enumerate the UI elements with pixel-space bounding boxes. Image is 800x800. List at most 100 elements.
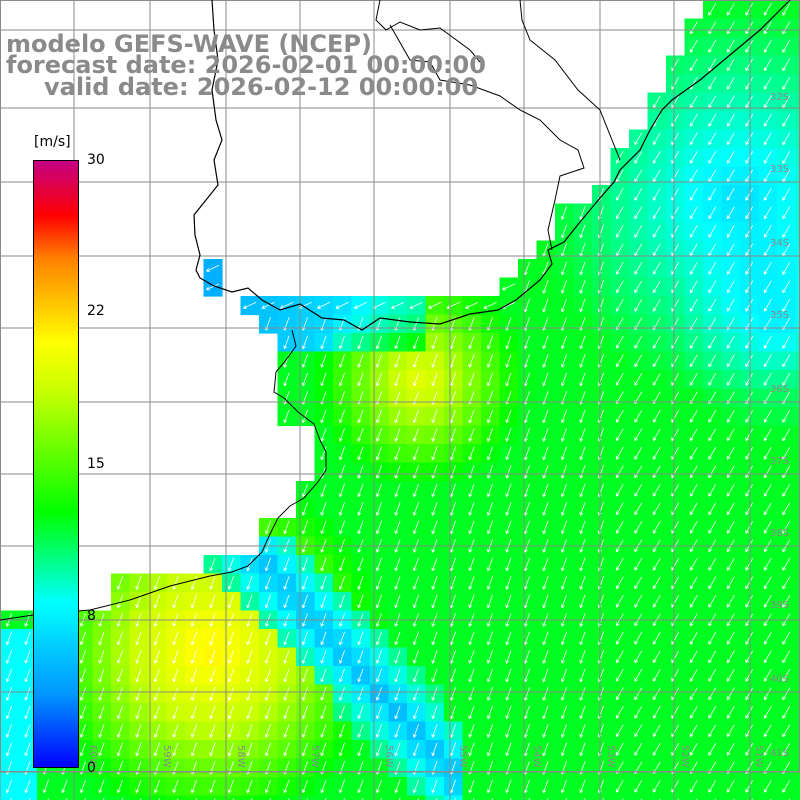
wind-cell xyxy=(758,795,778,800)
wind-arrow xyxy=(246,650,253,664)
wind-arrow xyxy=(726,280,735,294)
wind-arrow xyxy=(412,354,419,368)
wind-arrow xyxy=(560,668,567,683)
wind-cell xyxy=(92,795,112,800)
wind-arrow xyxy=(634,465,643,479)
wind-arrow xyxy=(153,668,160,683)
wind-arrow xyxy=(209,668,216,683)
wind-arrow xyxy=(652,354,661,368)
wind-arrow xyxy=(42,779,49,794)
wind-arrow xyxy=(579,409,586,424)
wind-arrow xyxy=(763,113,772,127)
wind-arrow xyxy=(412,668,419,683)
wind-arrow xyxy=(652,724,661,738)
wind-arrow xyxy=(745,483,754,497)
wind-arrow xyxy=(634,280,643,294)
wind-arrow xyxy=(689,409,698,423)
wind-arrow xyxy=(634,206,643,220)
wind-arrow xyxy=(560,742,567,757)
wind-arrow xyxy=(283,557,290,572)
wind-arrow xyxy=(560,465,567,479)
wind-arrow xyxy=(394,576,401,590)
colorbar-unit: [m/s] xyxy=(34,134,71,150)
wind-arrow xyxy=(375,779,382,794)
wind-cell xyxy=(795,148,800,168)
wind-arrow xyxy=(579,779,586,794)
wind-arrow xyxy=(745,150,754,164)
wind-arrow xyxy=(745,705,754,719)
wind-arrow xyxy=(172,742,179,757)
wind-arrow xyxy=(116,668,123,683)
wind-arrow xyxy=(542,631,549,646)
wind-arrow xyxy=(615,631,624,645)
wind-arrow xyxy=(190,576,197,590)
wind-arrow xyxy=(782,113,791,127)
wind-arrow xyxy=(5,687,12,701)
wind-arrow xyxy=(505,687,512,701)
wind-arrow xyxy=(505,742,512,757)
wind-arrow xyxy=(763,58,772,72)
wind-arrow xyxy=(283,779,290,794)
wind-arrow xyxy=(560,779,567,794)
wind-arrow xyxy=(320,705,327,720)
wind-arrow xyxy=(116,687,123,701)
wind-arrow xyxy=(634,187,643,201)
wind-arrow xyxy=(542,687,549,701)
wind-arrow xyxy=(689,21,698,35)
wind-arrow xyxy=(317,301,331,309)
wind-arrow xyxy=(468,687,475,701)
wind-cell xyxy=(129,795,149,800)
wind-arrow xyxy=(394,705,401,720)
wind-arrow xyxy=(412,742,419,757)
wind-arrow xyxy=(726,631,735,645)
wind-arrow xyxy=(560,594,567,609)
wind-arrow xyxy=(652,280,661,294)
wind-arrow xyxy=(394,354,401,368)
colorbar-label-8: 8 xyxy=(87,608,96,624)
wind-arrow xyxy=(615,724,624,738)
wind-arrow xyxy=(486,631,493,646)
wind-arrow xyxy=(726,742,735,756)
wind-arrow xyxy=(782,298,791,312)
wind-arrow xyxy=(745,668,754,682)
wind-arrow xyxy=(412,705,419,720)
wind-arrow xyxy=(246,742,253,757)
wind-arrow xyxy=(338,668,345,683)
wind-cell xyxy=(795,740,800,760)
wind-arrow xyxy=(431,650,438,664)
wind-arrow xyxy=(264,557,271,572)
wind-arrow xyxy=(135,668,142,683)
wind-arrow xyxy=(486,502,493,516)
wind-arrow xyxy=(542,428,549,442)
wind-arrow xyxy=(505,705,512,720)
wind-cell xyxy=(795,203,800,223)
wind-arrow xyxy=(763,2,772,16)
wind-arrow xyxy=(468,631,475,646)
lon-label: 56W xyxy=(383,745,394,768)
wind-cell xyxy=(444,795,464,800)
wind-cell xyxy=(518,795,538,800)
wind-arrow xyxy=(634,687,643,701)
wind-arrow xyxy=(726,298,735,312)
wind-arrow xyxy=(409,301,423,309)
wind-arrow xyxy=(708,354,717,368)
wind-arrow xyxy=(190,705,197,720)
wind-arrow xyxy=(24,779,31,794)
wind-arrow xyxy=(301,742,308,757)
wind-arrow xyxy=(468,557,475,572)
wind-arrow xyxy=(782,668,791,682)
wind-arrow xyxy=(320,502,327,516)
wind-arrow xyxy=(652,779,661,793)
wind-arrow xyxy=(301,502,308,516)
wind-arrow xyxy=(116,779,123,794)
wind-cell xyxy=(795,185,800,205)
wind-arrow xyxy=(5,650,12,664)
wind-arrow xyxy=(615,502,624,516)
lat-label: 36S xyxy=(770,384,789,395)
wind-arrow xyxy=(320,409,327,424)
wind-arrow xyxy=(320,483,327,498)
wind-cell xyxy=(629,795,649,800)
wind-cell xyxy=(111,795,131,800)
wind-arrow xyxy=(726,483,735,497)
wind-arrow xyxy=(634,261,643,275)
